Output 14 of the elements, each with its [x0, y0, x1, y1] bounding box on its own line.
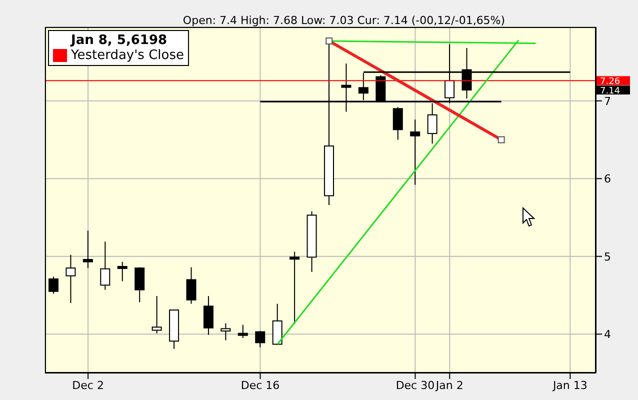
annotation: Jan 8, 5,6198 [69, 33, 168, 48]
x-tick-label: Dec 30 [396, 378, 435, 392]
x-tick-label: Jan 2 [434, 378, 464, 392]
y-tick-label: 4 [604, 328, 611, 342]
y-tick-label: 7 [604, 94, 611, 108]
legend-label: Yesterday's Close [71, 48, 184, 63]
x-tick-label: Dec 16 [240, 378, 280, 392]
text: 7.14 [600, 86, 620, 96]
text: 7.26 [600, 77, 620, 88]
y-tick-label: 5 [604, 250, 611, 264]
x-tick-label: Dec 2 [72, 378, 104, 392]
y-tick-label: 6 [604, 172, 611, 186]
x-tick-label: Jan 13 [552, 378, 588, 392]
chart-title: Open: 7.4 High: 7.68 Low: 7.03 Cur: 7.14 (-00,12/-01,65%) [182, 14, 506, 27]
